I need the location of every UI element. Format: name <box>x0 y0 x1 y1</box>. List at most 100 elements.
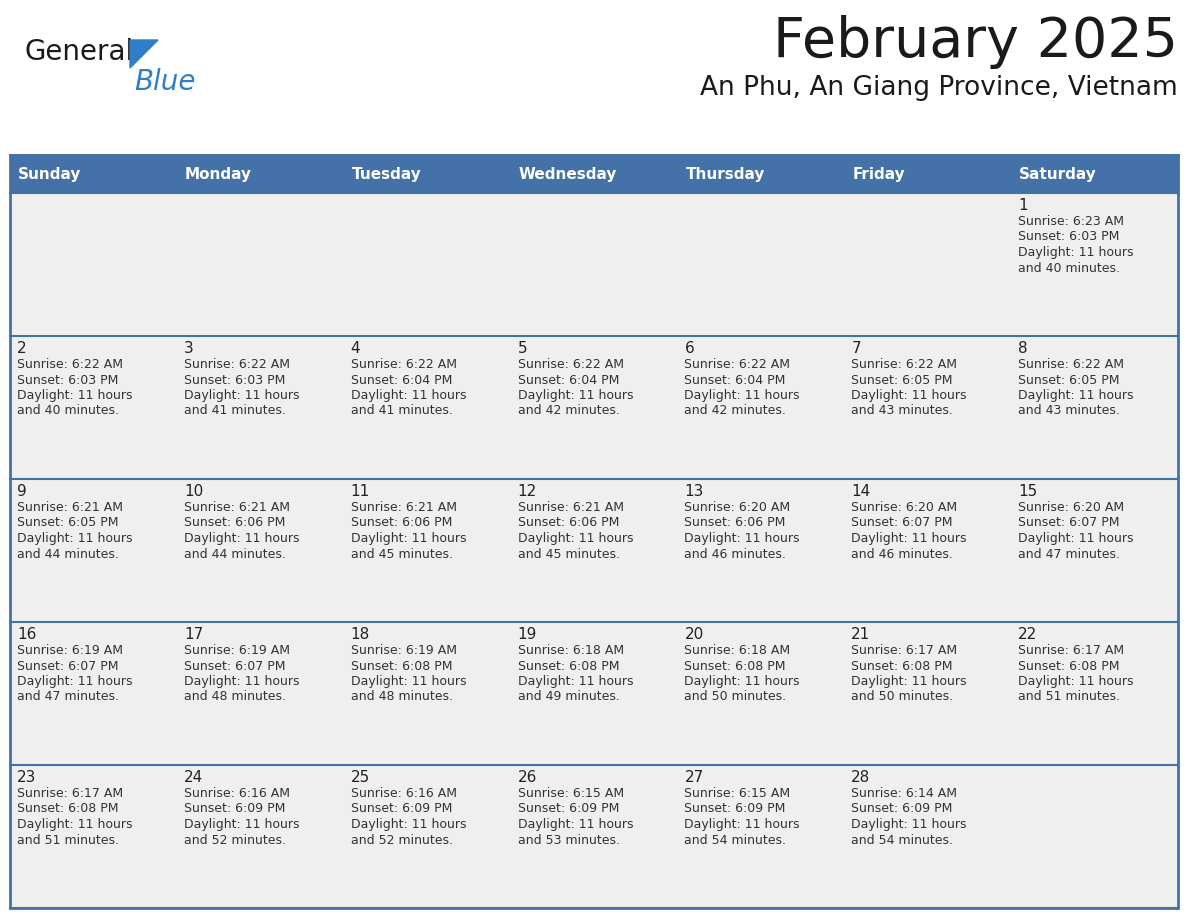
Text: Wednesday: Wednesday <box>519 166 617 182</box>
Text: and 41 minutes.: and 41 minutes. <box>184 405 286 418</box>
Bar <box>845 479 1011 622</box>
Text: February 2025: February 2025 <box>773 15 1178 69</box>
Bar <box>10 622 177 765</box>
Text: Sunset: 6:09 PM: Sunset: 6:09 PM <box>684 802 785 815</box>
Text: Sunset: 6:07 PM: Sunset: 6:07 PM <box>852 517 953 530</box>
Text: Friday: Friday <box>852 166 905 182</box>
Text: Sunrise: 6:15 AM: Sunrise: 6:15 AM <box>684 787 790 800</box>
Text: 12: 12 <box>518 484 537 499</box>
Text: Sunrise: 6:17 AM: Sunrise: 6:17 AM <box>852 644 958 657</box>
Bar <box>1011 479 1178 622</box>
Text: Daylight: 11 hours: Daylight: 11 hours <box>350 675 466 688</box>
Text: 22: 22 <box>1018 627 1037 642</box>
Text: 5: 5 <box>518 341 527 356</box>
Text: Daylight: 11 hours: Daylight: 11 hours <box>17 675 133 688</box>
Text: Sunrise: 6:22 AM: Sunrise: 6:22 AM <box>17 358 124 371</box>
Text: Daylight: 11 hours: Daylight: 11 hours <box>518 675 633 688</box>
Bar <box>1011 622 1178 765</box>
Text: 4: 4 <box>350 341 360 356</box>
Text: Daylight: 11 hours: Daylight: 11 hours <box>1018 389 1133 402</box>
Text: Sunrise: 6:20 AM: Sunrise: 6:20 AM <box>852 501 958 514</box>
Bar <box>1011 155 1178 193</box>
Text: and 51 minutes.: and 51 minutes. <box>1018 690 1120 703</box>
Text: and 49 minutes.: and 49 minutes. <box>518 690 619 703</box>
Text: Sunset: 6:08 PM: Sunset: 6:08 PM <box>518 659 619 673</box>
Bar <box>1011 336 1178 479</box>
Bar <box>511 622 677 765</box>
Text: Daylight: 11 hours: Daylight: 11 hours <box>350 389 466 402</box>
Text: and 51 minutes.: and 51 minutes. <box>17 834 119 846</box>
Bar <box>677 155 845 193</box>
Text: Sunset: 6:07 PM: Sunset: 6:07 PM <box>17 659 119 673</box>
Bar <box>10 155 1178 908</box>
Text: Daylight: 11 hours: Daylight: 11 hours <box>852 675 967 688</box>
Text: Daylight: 11 hours: Daylight: 11 hours <box>17 818 133 831</box>
Text: Sunrise: 6:17 AM: Sunrise: 6:17 AM <box>17 787 124 800</box>
Text: 19: 19 <box>518 627 537 642</box>
Text: and 44 minutes.: and 44 minutes. <box>17 547 119 561</box>
Text: Sunset: 6:04 PM: Sunset: 6:04 PM <box>518 374 619 386</box>
Text: Sunset: 6:07 PM: Sunset: 6:07 PM <box>1018 517 1119 530</box>
Bar <box>511 155 677 193</box>
Text: Sunrise: 6:20 AM: Sunrise: 6:20 AM <box>1018 501 1124 514</box>
Text: Daylight: 11 hours: Daylight: 11 hours <box>518 532 633 545</box>
Text: 18: 18 <box>350 627 369 642</box>
Text: 9: 9 <box>17 484 27 499</box>
Text: and 40 minutes.: and 40 minutes. <box>17 405 119 418</box>
Text: 7: 7 <box>852 341 861 356</box>
Text: Sunrise: 6:21 AM: Sunrise: 6:21 AM <box>518 501 624 514</box>
Text: Daylight: 11 hours: Daylight: 11 hours <box>184 675 299 688</box>
Text: 1: 1 <box>1018 198 1028 213</box>
Text: and 41 minutes.: and 41 minutes. <box>350 405 453 418</box>
Text: Sunrise: 6:15 AM: Sunrise: 6:15 AM <box>518 787 624 800</box>
Text: Daylight: 11 hours: Daylight: 11 hours <box>518 818 633 831</box>
Text: Blue: Blue <box>134 68 196 96</box>
Text: Daylight: 11 hours: Daylight: 11 hours <box>684 532 800 545</box>
Text: 20: 20 <box>684 627 703 642</box>
Bar <box>845 193 1011 336</box>
Text: 21: 21 <box>852 627 871 642</box>
Bar <box>10 193 177 336</box>
Text: 27: 27 <box>684 770 703 785</box>
Text: Daylight: 11 hours: Daylight: 11 hours <box>518 389 633 402</box>
Text: 28: 28 <box>852 770 871 785</box>
Text: Sunrise: 6:14 AM: Sunrise: 6:14 AM <box>852 787 958 800</box>
Text: Daylight: 11 hours: Daylight: 11 hours <box>1018 532 1133 545</box>
Bar <box>1011 765 1178 908</box>
Text: Sunset: 6:06 PM: Sunset: 6:06 PM <box>518 517 619 530</box>
Bar <box>10 479 177 622</box>
Text: 26: 26 <box>518 770 537 785</box>
Bar <box>343 336 511 479</box>
Text: Daylight: 11 hours: Daylight: 11 hours <box>184 532 299 545</box>
Bar <box>177 336 343 479</box>
Text: Sunset: 6:08 PM: Sunset: 6:08 PM <box>852 659 953 673</box>
Text: Tuesday: Tuesday <box>352 166 422 182</box>
Text: Sunrise: 6:16 AM: Sunrise: 6:16 AM <box>350 787 456 800</box>
Text: and 43 minutes.: and 43 minutes. <box>1018 405 1120 418</box>
Text: and 42 minutes.: and 42 minutes. <box>684 405 786 418</box>
Text: Sunrise: 6:18 AM: Sunrise: 6:18 AM <box>518 644 624 657</box>
Text: Sunrise: 6:22 AM: Sunrise: 6:22 AM <box>350 358 456 371</box>
Text: Sunset: 6:09 PM: Sunset: 6:09 PM <box>184 802 285 815</box>
Bar <box>845 622 1011 765</box>
Text: Sunset: 6:04 PM: Sunset: 6:04 PM <box>684 374 785 386</box>
Text: 2: 2 <box>17 341 26 356</box>
Text: Thursday: Thursday <box>685 166 765 182</box>
Bar <box>177 622 343 765</box>
Text: Sunset: 6:07 PM: Sunset: 6:07 PM <box>184 659 285 673</box>
Text: Daylight: 11 hours: Daylight: 11 hours <box>852 532 967 545</box>
Text: Daylight: 11 hours: Daylight: 11 hours <box>684 389 800 402</box>
Text: and 54 minutes.: and 54 minutes. <box>684 834 786 846</box>
Text: Daylight: 11 hours: Daylight: 11 hours <box>17 532 133 545</box>
Text: 10: 10 <box>184 484 203 499</box>
Bar <box>10 765 177 908</box>
Text: and 48 minutes.: and 48 minutes. <box>350 690 453 703</box>
Text: 3: 3 <box>184 341 194 356</box>
Bar <box>177 765 343 908</box>
Text: 8: 8 <box>1018 341 1028 356</box>
Text: Sunrise: 6:20 AM: Sunrise: 6:20 AM <box>684 501 790 514</box>
Text: 6: 6 <box>684 341 694 356</box>
Text: Sunrise: 6:19 AM: Sunrise: 6:19 AM <box>184 644 290 657</box>
Text: Saturday: Saturday <box>1019 166 1097 182</box>
Text: Sunset: 6:08 PM: Sunset: 6:08 PM <box>1018 659 1119 673</box>
